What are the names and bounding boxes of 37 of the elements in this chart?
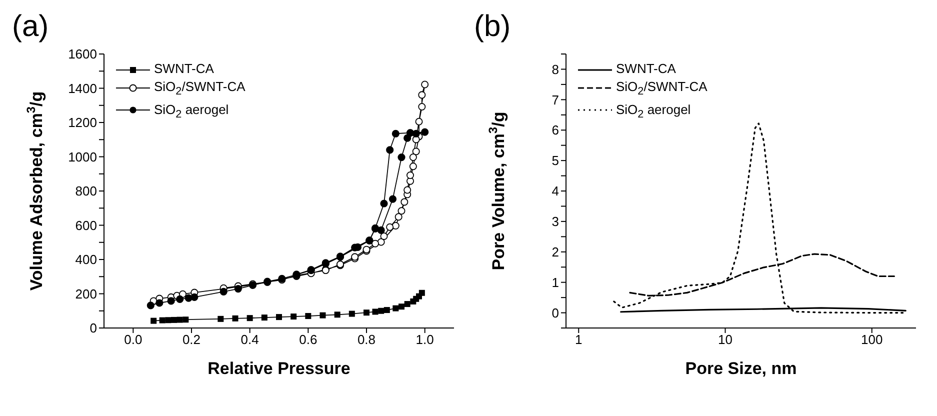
y-tick-label: 1400 (68, 80, 97, 96)
x-tick-label: 0.0 (124, 332, 142, 348)
y-tick-label: 0 (552, 305, 559, 320)
y-tick-label: 7 (552, 92, 559, 108)
x-tick-label: 1 (575, 332, 582, 348)
x-tick-label: 0.4 (240, 332, 259, 348)
x-tick-label: 0.8 (357, 332, 376, 348)
chart-title: (b) (474, 10, 511, 44)
y-tick-label: 800 (75, 184, 97, 199)
legend-label: SWNT-CA (616, 61, 676, 76)
x-tick-label: 0.6 (299, 332, 318, 348)
y-tick-label: 5 (552, 153, 559, 168)
y-tick-label: 8 (552, 62, 559, 77)
y-tick-label: 1000 (68, 149, 97, 164)
legend-label: SiO$_{2}$/SWNT-CA (154, 79, 246, 98)
y-tick-label: 1600 (68, 46, 97, 62)
legend-label: SiO$_{2}$/SWNT-CA (616, 79, 708, 98)
y-tick-label: 3 (552, 214, 559, 230)
x-tick-label: 0.2 (182, 332, 201, 348)
y-tick-label: 1 (552, 274, 559, 290)
y-tick-label: 1200 (68, 115, 97, 130)
x-axis-title: Pore Size, nm (685, 359, 797, 378)
x-tick-label: 1.0 (416, 332, 434, 348)
y-tick-label: 2 (552, 244, 559, 260)
x-tick-label: 100 (861, 332, 883, 348)
legend-label: SWNT-CA (154, 61, 214, 76)
y-tick-label: 200 (75, 286, 97, 302)
legend-label: SiO$_{2}$ aerogel (154, 102, 229, 120)
y-tick-label: 400 (75, 252, 97, 268)
chart-title: (a) (12, 10, 49, 44)
y-tick-label: 4 (552, 184, 559, 199)
y-tick-label: 0 (90, 320, 97, 336)
y-tick-label: 6 (552, 122, 559, 138)
x-tick-label: 10 (718, 332, 732, 348)
y-tick-label: 600 (75, 218, 97, 233)
x-axis-title: Relative Pressure (208, 359, 350, 378)
legend-label: SiO$_{2}$ aerogel (616, 102, 691, 120)
